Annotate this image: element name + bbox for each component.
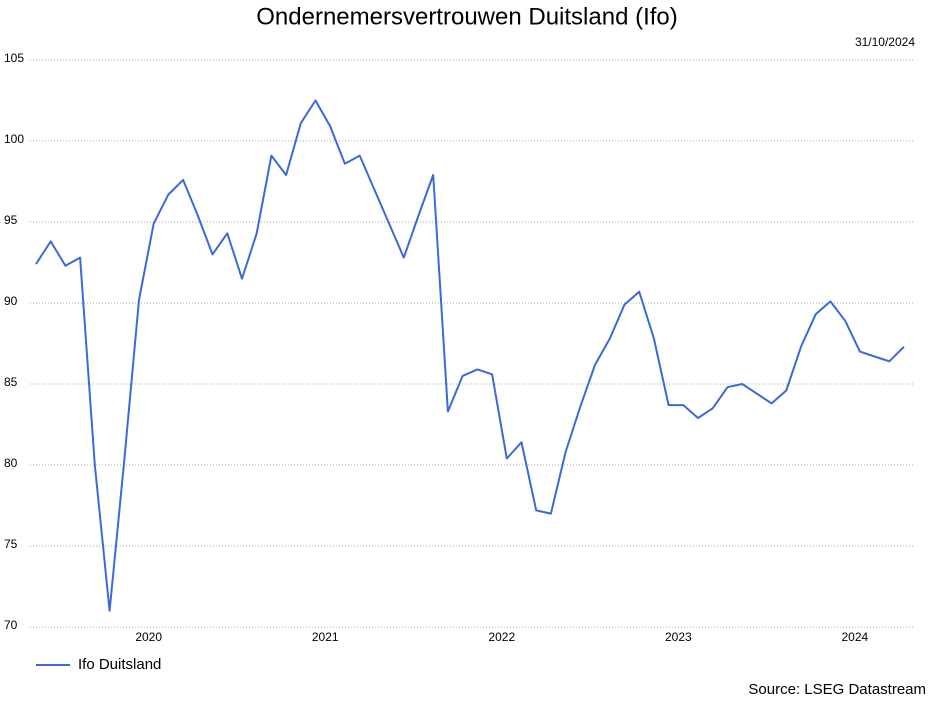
y-tick-label: 95 bbox=[4, 213, 18, 227]
legend-label: Ifo Duitsland bbox=[78, 656, 161, 673]
y-tick-label: 90 bbox=[4, 294, 18, 308]
x-tick-label: 2020 bbox=[135, 630, 162, 644]
y-tick-label: 105 bbox=[4, 51, 24, 65]
y-tick-label: 70 bbox=[4, 618, 18, 632]
line bbox=[35, 99, 905, 612]
y-tick-label: 80 bbox=[4, 456, 18, 470]
x-tick-label: 2021 bbox=[312, 630, 339, 644]
y-tick-label: 85 bbox=[4, 375, 18, 389]
x-tick-label: 2023 bbox=[665, 630, 692, 644]
y-tick-label: 75 bbox=[4, 537, 18, 551]
chart-title: Ondernemersvertrouwen Duitsland (Ifo) bbox=[256, 3, 678, 30]
y-tick-label: 100 bbox=[4, 132, 24, 146]
x-tick-label: 2024 bbox=[842, 630, 869, 644]
date: 31/10/2024 bbox=[855, 35, 915, 49]
source: Source: LSEG Datastream bbox=[748, 681, 926, 698]
x-tick-label: 2022 bbox=[488, 630, 515, 644]
